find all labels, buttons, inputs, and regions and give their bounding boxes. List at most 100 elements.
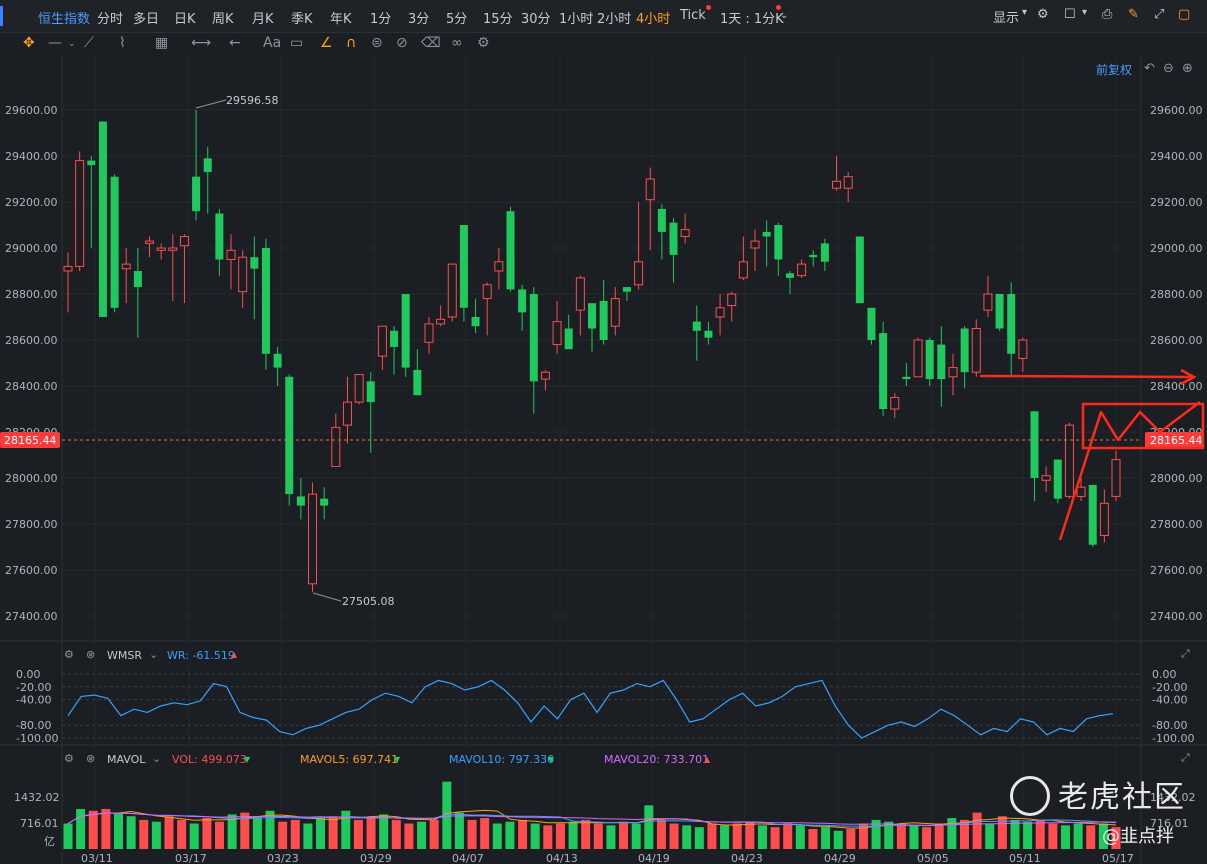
gear-icon[interactable]: ⚙ bbox=[1037, 7, 1049, 22]
pencil-icon[interactable]: ✎ bbox=[1128, 7, 1139, 22]
comment-tool-icon[interactable]: ▭ bbox=[290, 35, 304, 51]
candle-body-down bbox=[588, 303, 596, 329]
ratio-selector[interactable]: 1天 : 1分K bbox=[720, 12, 784, 27]
tab-15min[interactable]: 15分 bbox=[483, 12, 513, 27]
tab-5min[interactable]: 5分 bbox=[446, 12, 468, 27]
expand-icon[interactable]: ⤢ bbox=[1181, 751, 1190, 764]
candle-body-down bbox=[529, 294, 538, 382]
trash-icon[interactable]: ⌫ bbox=[421, 35, 441, 51]
undo-icon[interactable]: ↶ bbox=[1144, 61, 1155, 76]
tab-weekly[interactable]: 周K bbox=[212, 12, 234, 27]
candle-body-down bbox=[774, 225, 783, 260]
tab-1min[interactable]: 1分 bbox=[370, 12, 392, 27]
tab-yearly[interactable]: 年K bbox=[330, 12, 352, 27]
volume-bar bbox=[1111, 827, 1121, 849]
volume-bar bbox=[164, 816, 174, 849]
candle-body-down bbox=[506, 211, 515, 290]
adjust-mode-button[interactable]: 前复权 bbox=[1095, 63, 1132, 77]
volume-bar bbox=[492, 823, 502, 849]
up-arrow-icon: ▲ bbox=[704, 755, 711, 764]
tab-monthly[interactable]: 月K bbox=[252, 12, 274, 27]
zoom-out-icon[interactable]: ⊖ bbox=[1163, 61, 1174, 76]
tab-30min[interactable]: 30分 bbox=[521, 12, 551, 27]
current-price-tag-right bbox=[1145, 431, 1202, 448]
volume-bar bbox=[732, 823, 742, 849]
arrow-tool-icon[interactable]: ← bbox=[229, 35, 241, 51]
volume-bar bbox=[278, 821, 288, 849]
expand-icon[interactable]: ⤢ bbox=[1181, 647, 1190, 660]
candle-body-up bbox=[121, 263, 131, 270]
text-tool-icon[interactable]: Aa bbox=[263, 35, 282, 51]
measure-tool-icon[interactable]: ⟷ bbox=[191, 35, 212, 51]
tab-3min[interactable]: 3分 bbox=[408, 12, 430, 27]
mavol20-line bbox=[67, 812, 1117, 826]
volume-bar bbox=[972, 812, 982, 849]
tab-1hour[interactable]: 1小时 bbox=[559, 12, 594, 27]
candle-body-up bbox=[971, 328, 981, 373]
tab-tick[interactable]: Tick bbox=[680, 8, 706, 23]
candle-body-up bbox=[308, 493, 318, 585]
tick-notification-dot bbox=[706, 5, 711, 10]
candle-body-up bbox=[797, 263, 807, 277]
tab-4hour[interactable]: 4小时 bbox=[636, 12, 671, 27]
chevron-down-icon[interactable]: ⌄ bbox=[780, 10, 789, 21]
vol-unit: 亿 bbox=[44, 835, 55, 848]
candle-body-up bbox=[727, 293, 737, 306]
fullscreen-icon[interactable]: ⤢ bbox=[1154, 7, 1165, 22]
volume-bar bbox=[417, 821, 427, 849]
tab-2hour[interactable]: 2小时 bbox=[597, 12, 632, 27]
lock-icon[interactable]: ⊜ bbox=[371, 35, 383, 51]
tab-intraday[interactable]: 分时 bbox=[97, 12, 124, 27]
mavol-name[interactable]: MAVOL bbox=[107, 753, 146, 766]
grid-tool-icon[interactable]: ▦ bbox=[155, 35, 169, 51]
settings-icon[interactable]: ⚙ bbox=[477, 35, 490, 51]
close-icon[interactable]: ⊗ bbox=[86, 648, 96, 661]
candle-body-up bbox=[145, 240, 155, 244]
gear-icon[interactable]: ⚙ bbox=[64, 752, 74, 765]
polyline-tool-icon[interactable]: ⌇ bbox=[119, 35, 126, 51]
candle-body-up bbox=[715, 307, 725, 318]
candle-body-up bbox=[634, 261, 644, 286]
volume-bar bbox=[783, 823, 793, 849]
price-tick-right: 28600.00 bbox=[1150, 334, 1203, 347]
link-icon[interactable]: ∞ bbox=[451, 35, 463, 51]
index-name[interactable]: 恒生指数 bbox=[38, 12, 91, 27]
wmsr-name[interactable]: WMSR bbox=[107, 649, 142, 662]
candle-body-down bbox=[622, 287, 631, 292]
gear-icon[interactable]: ⚙ bbox=[64, 648, 74, 661]
candle-body-up bbox=[680, 229, 690, 238]
chevron-down-icon[interactable]: ▾ bbox=[1082, 7, 1088, 18]
candle-body-down bbox=[215, 213, 224, 260]
angle-tool-icon[interactable]: ∠ bbox=[320, 35, 333, 51]
volume-bar bbox=[265, 810, 275, 849]
date-label: 05/17 bbox=[1102, 852, 1134, 864]
chevron-down-icon[interactable]: ⌄ bbox=[152, 752, 162, 765]
camera-icon[interactable]: ⎙ bbox=[1102, 7, 1113, 22]
volume-bar bbox=[252, 816, 262, 849]
ray-tool-icon[interactable]: ⟋ bbox=[84, 35, 94, 51]
tab-multiday[interactable]: 多日 bbox=[133, 12, 160, 27]
volume-bar bbox=[189, 823, 199, 849]
close-icon[interactable]: ⊗ bbox=[86, 752, 96, 765]
candle-body-up bbox=[610, 298, 620, 327]
magnet-icon[interactable]: ∩ bbox=[346, 35, 357, 51]
volume-bar bbox=[391, 819, 401, 849]
chevron-down-icon[interactable]: ⌄ bbox=[149, 648, 159, 661]
panel-toggle-icon[interactable]: ▢ bbox=[1178, 7, 1191, 22]
wmsr-tick-right: -100.00 bbox=[1152, 732, 1194, 745]
candle-body-down bbox=[937, 344, 946, 380]
tab-daily[interactable]: 日K bbox=[174, 12, 196, 27]
display-menu[interactable]: 显示 bbox=[993, 11, 1020, 26]
zoom-in-icon[interactable]: ⊕ bbox=[1182, 61, 1193, 76]
square-icon[interactable]: ☐ bbox=[1064, 7, 1076, 22]
volume-bar bbox=[1035, 819, 1045, 849]
line-tool-icon[interactable]: — bbox=[48, 35, 62, 51]
volume-bar bbox=[480, 818, 490, 849]
volume-bar bbox=[568, 821, 578, 849]
chevron-down-icon[interactable]: ▾ bbox=[1022, 7, 1028, 18]
hide-icon[interactable]: ⊘ bbox=[396, 35, 408, 51]
tab-quarterly[interactable]: 季K bbox=[291, 12, 313, 27]
chevron-down-icon[interactable]: ⌄ bbox=[68, 39, 76, 49]
move-cross-icon[interactable]: ✥ bbox=[23, 35, 35, 51]
